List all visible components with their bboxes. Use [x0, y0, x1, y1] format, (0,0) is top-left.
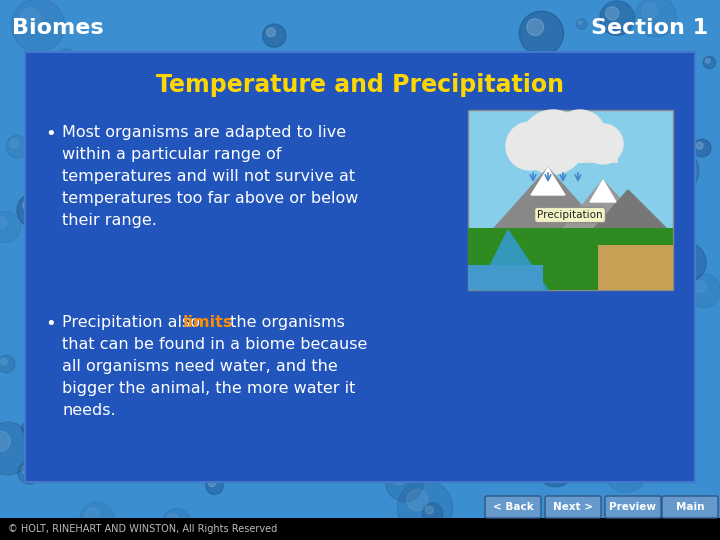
Circle shape: [22, 465, 30, 474]
Circle shape: [62, 436, 82, 456]
Polygon shape: [590, 180, 616, 202]
Circle shape: [251, 179, 269, 198]
Circle shape: [536, 449, 575, 487]
Circle shape: [445, 52, 500, 107]
Circle shape: [22, 422, 35, 434]
Circle shape: [649, 172, 692, 215]
Circle shape: [120, 390, 131, 402]
Circle shape: [209, 480, 215, 487]
Circle shape: [628, 335, 652, 360]
Circle shape: [442, 268, 472, 297]
Circle shape: [365, 221, 416, 273]
Circle shape: [624, 349, 642, 367]
Circle shape: [587, 231, 635, 279]
FancyBboxPatch shape: [513, 138, 618, 163]
Circle shape: [204, 252, 217, 264]
Circle shape: [356, 54, 376, 74]
Circle shape: [414, 135, 455, 176]
Circle shape: [354, 414, 372, 430]
Circle shape: [519, 11, 564, 56]
Polygon shape: [588, 190, 673, 235]
Circle shape: [688, 274, 720, 307]
Circle shape: [40, 75, 51, 86]
Circle shape: [535, 151, 572, 188]
FancyBboxPatch shape: [0, 518, 720, 540]
Circle shape: [40, 406, 70, 436]
Text: temperatures too far above or below: temperatures too far above or below: [62, 191, 359, 206]
Circle shape: [266, 28, 276, 37]
Circle shape: [672, 250, 676, 254]
Circle shape: [397, 480, 453, 536]
Text: •: •: [45, 315, 55, 333]
FancyBboxPatch shape: [662, 496, 718, 518]
Circle shape: [670, 248, 680, 259]
Text: Most organisms are adapted to live: Most organisms are adapted to live: [62, 125, 346, 140]
Circle shape: [554, 110, 606, 162]
Circle shape: [422, 503, 443, 523]
Circle shape: [527, 19, 544, 36]
Text: Precipitation: Precipitation: [537, 210, 603, 220]
Circle shape: [549, 63, 568, 81]
Circle shape: [253, 220, 261, 227]
Circle shape: [543, 455, 557, 470]
Circle shape: [696, 142, 703, 149]
Circle shape: [109, 214, 121, 226]
FancyBboxPatch shape: [485, 496, 541, 518]
Circle shape: [588, 71, 629, 111]
Circle shape: [156, 232, 179, 255]
Circle shape: [61, 52, 68, 58]
Circle shape: [306, 171, 346, 211]
Circle shape: [79, 111, 94, 126]
Circle shape: [156, 305, 162, 312]
Text: Section 1: Section 1: [591, 18, 708, 38]
Circle shape: [657, 442, 662, 448]
Circle shape: [90, 177, 100, 187]
Circle shape: [386, 464, 423, 502]
Circle shape: [199, 246, 232, 279]
Circle shape: [565, 379, 582, 396]
Text: the organisms: the organisms: [225, 315, 345, 330]
Circle shape: [242, 170, 292, 220]
Text: limits: limits: [183, 315, 233, 330]
Text: all organisms need water, and the: all organisms need water, and the: [62, 359, 338, 374]
Circle shape: [682, 362, 694, 375]
Circle shape: [162, 350, 173, 360]
Text: within a particular range of: within a particular range of: [62, 147, 282, 162]
Circle shape: [251, 217, 269, 235]
Text: temperatures and will not survive at: temperatures and will not survive at: [62, 169, 355, 184]
Circle shape: [584, 202, 635, 253]
Circle shape: [648, 145, 699, 196]
Circle shape: [506, 122, 554, 170]
Circle shape: [80, 502, 114, 536]
FancyBboxPatch shape: [25, 52, 695, 482]
Circle shape: [302, 316, 306, 321]
Circle shape: [611, 457, 628, 473]
Circle shape: [210, 121, 223, 135]
Polygon shape: [488, 168, 608, 235]
Circle shape: [20, 8, 40, 28]
Circle shape: [136, 253, 142, 258]
Circle shape: [496, 225, 503, 232]
Text: Biomes: Biomes: [12, 18, 104, 38]
Text: bigger the animal, the more water it: bigger the animal, the more water it: [62, 381, 356, 396]
Polygon shape: [531, 168, 565, 195]
Circle shape: [55, 372, 68, 385]
Circle shape: [593, 211, 612, 230]
Circle shape: [162, 509, 191, 537]
Circle shape: [409, 109, 429, 130]
Circle shape: [72, 104, 112, 145]
Circle shape: [657, 154, 676, 173]
Circle shape: [407, 490, 428, 511]
Circle shape: [392, 470, 406, 485]
Circle shape: [6, 136, 29, 158]
FancyBboxPatch shape: [468, 265, 543, 290]
Text: Main: Main: [676, 502, 704, 512]
Circle shape: [577, 19, 587, 29]
Circle shape: [390, 83, 402, 94]
Circle shape: [644, 187, 684, 226]
Circle shape: [125, 178, 153, 205]
Circle shape: [635, 240, 647, 251]
Circle shape: [158, 345, 185, 373]
Circle shape: [400, 100, 454, 154]
